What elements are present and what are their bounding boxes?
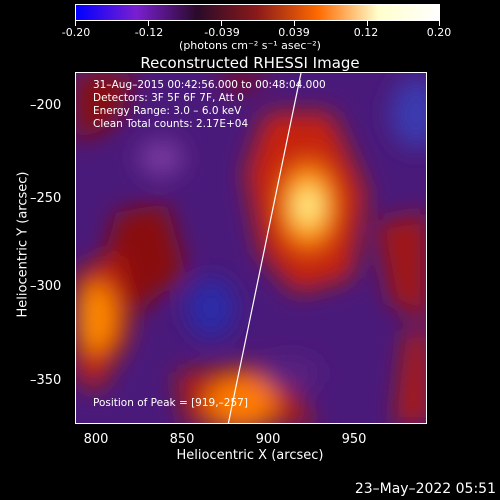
clean-counts: Clean Total counts: 2.17E+04 — [93, 118, 249, 130]
red-region — [376, 213, 426, 322]
energy-range: Energy Range: 3.0 – 6.0 keV — [93, 105, 242, 117]
colorbar-tick — [148, 21, 149, 26]
rhessi-image — [75, 72, 427, 424]
generated-date: 23–May–2022 05:51 — [354, 481, 496, 497]
colorbar-tick-label: 0.039 — [278, 26, 310, 39]
x-tick-label: 850 — [169, 432, 195, 447]
hot-source — [270, 144, 346, 268]
colorbar-units: (photons cm⁻² s⁻¹ asec⁻²) — [179, 39, 321, 52]
colorbar-tick-label: -0.12 — [134, 26, 164, 39]
colorbar-tick-label: 0.12 — [353, 26, 379, 39]
colorbar-tick — [75, 21, 76, 26]
rhessi-map — [76, 73, 426, 423]
colorbar-tick — [439, 21, 440, 26]
purple-blob — [261, 357, 321, 389]
x-tick-label: 800 — [83, 432, 109, 447]
y-axis-title: Heliocentric Y (arcsec) — [15, 171, 31, 318]
y-tick-label: –250 — [30, 191, 62, 206]
colorbar-tick-label: 0.20 — [426, 26, 452, 39]
y-tick-label: –350 — [30, 373, 62, 388]
colorbar-tick-label: -0.20 — [61, 26, 91, 39]
orange-blob-left — [76, 283, 116, 353]
peak-position: Position of Peak = [919,–257] — [93, 397, 248, 409]
red-region — [76, 73, 136, 143]
y-tick-label: –200 — [30, 98, 62, 113]
blue-blob — [186, 278, 236, 338]
colorbar — [75, 4, 440, 21]
x-axis-title: Heliocentric X (arcsec) — [176, 448, 324, 463]
time-range: 31–Aug–2015 00:42:56.000 to 00:48:04.000 — [93, 79, 326, 91]
y-tick-label: –300 — [30, 279, 62, 294]
colorbar-tick — [367, 21, 368, 26]
colorbar-tick — [294, 21, 295, 26]
blue-blob — [391, 78, 426, 148]
purple-blob — [139, 140, 183, 176]
plot-title: Reconstructed RHESSI Image — [140, 54, 360, 72]
orange-blob-bottom — [206, 375, 276, 423]
red-region — [216, 73, 276, 93]
solar-limb — [227, 73, 302, 423]
detectors: Detectors: 3F 5F 6F 7F, Att 0 — [93, 92, 244, 104]
red-region — [396, 328, 426, 423]
colorbar-tick-label: -0.039 — [204, 26, 240, 39]
x-tick-label: 950 — [341, 432, 367, 447]
x-tick-label: 900 — [255, 432, 281, 447]
colorbar-tick — [221, 21, 222, 26]
